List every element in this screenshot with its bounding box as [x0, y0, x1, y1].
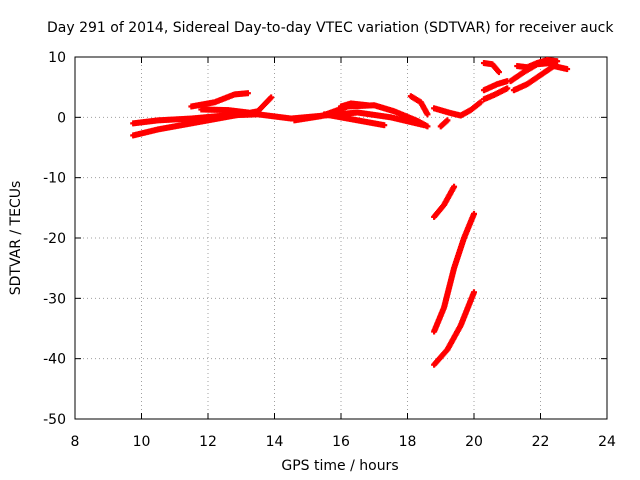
y-tick-label: 0 — [57, 110, 66, 126]
data-point — [268, 94, 275, 101]
data-point — [564, 66, 571, 73]
chart-title: Day 291 of 2014, Sidereal Day-to-day VTE… — [47, 20, 614, 36]
x-axis-label: GPS time / hours — [281, 458, 398, 474]
y-tick-label: -20 — [43, 231, 66, 247]
data-point — [244, 109, 251, 116]
data-points — [130, 57, 571, 368]
x-tick-label: 18 — [399, 434, 417, 450]
data-point — [444, 117, 451, 124]
y-tick-label: -40 — [43, 352, 66, 368]
x-tick-label: 8 — [71, 434, 80, 450]
x-tick-label: 22 — [532, 434, 550, 450]
axes: 8 10 12 14 16 18 20 22 24 -50 -40 -30 -20 -10 0 10 — [43, 50, 616, 450]
data-point — [451, 183, 458, 190]
data-point — [424, 111, 431, 118]
x-tick-label: 20 — [465, 434, 483, 450]
x-tick-label: 24 — [598, 434, 616, 450]
y-tick-label: -50 — [43, 412, 66, 428]
data-point — [495, 69, 502, 76]
data-point — [244, 90, 251, 97]
data-point — [554, 58, 561, 65]
data-point — [364, 102, 371, 109]
data-point — [504, 85, 511, 92]
data-point — [471, 210, 477, 217]
y-tick-label: -30 — [43, 291, 66, 307]
x-tick-label: 16 — [332, 434, 350, 450]
x-tick-label: 14 — [266, 434, 284, 450]
data-point — [471, 289, 477, 296]
x-tick-label: 12 — [199, 434, 217, 450]
data-point — [381, 122, 388, 129]
data-point — [477, 99, 484, 106]
y-tick-label: -10 — [43, 171, 66, 187]
y-axis-label: SDTVAR / TECUs — [8, 181, 24, 296]
data-point — [424, 123, 431, 130]
y-tick-label: 10 — [48, 50, 66, 66]
x-tick-label: 10 — [133, 434, 151, 450]
